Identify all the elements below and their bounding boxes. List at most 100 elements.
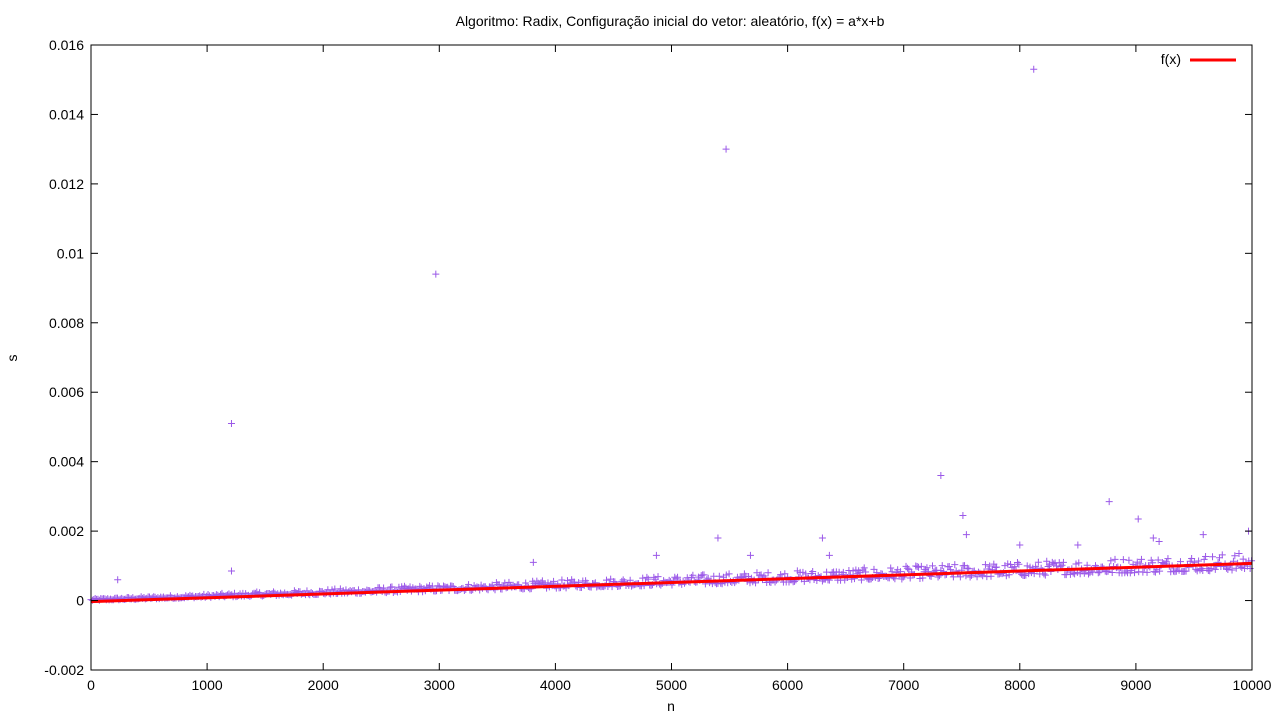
data-point	[1085, 570, 1093, 578]
data-point	[1016, 541, 1024, 549]
y-tick-label: 0	[76, 593, 84, 609]
data-point	[1195, 557, 1203, 565]
data-point	[1232, 564, 1240, 572]
data-point	[1075, 559, 1083, 567]
y-tick-label: 0.014	[49, 106, 84, 122]
data-point	[993, 563, 1001, 571]
y-tick-label: 0.008	[49, 315, 84, 331]
data-point	[1074, 541, 1082, 549]
data-point	[416, 582, 424, 590]
data-point	[963, 564, 971, 572]
x-tick-label: 0	[87, 677, 95, 693]
data-point	[1034, 558, 1042, 566]
data-point	[602, 576, 610, 584]
data-point	[432, 270, 440, 278]
legend-label: f(x)	[1161, 51, 1181, 67]
data-point	[987, 572, 995, 580]
data-point	[227, 567, 235, 575]
data-point	[746, 551, 754, 559]
data-point	[1143, 568, 1151, 576]
data-point	[981, 561, 989, 569]
fit-line	[90, 561, 1253, 604]
x-tick-label: 4000	[540, 677, 571, 693]
y-tick-label: -0.002	[44, 662, 84, 678]
data-point	[823, 568, 831, 576]
data-point	[1199, 531, 1207, 539]
data-point	[1218, 551, 1226, 559]
data-point	[1015, 560, 1023, 568]
data-point	[465, 581, 473, 589]
data-point	[777, 571, 785, 579]
data-point	[956, 573, 964, 581]
data-point	[855, 567, 863, 575]
data-point	[644, 575, 652, 583]
x-tick-label: 2000	[308, 677, 339, 693]
x-tick-label: 5000	[656, 677, 687, 693]
data-point	[1163, 558, 1171, 566]
data-point	[903, 564, 911, 572]
data-point	[1200, 555, 1208, 563]
data-point	[862, 568, 870, 576]
data-point	[1119, 556, 1127, 564]
data-point	[1134, 515, 1142, 523]
data-point	[1137, 555, 1145, 563]
data-point	[1188, 555, 1196, 563]
data-point	[966, 573, 974, 581]
data-point	[714, 534, 722, 542]
data-point	[1011, 563, 1019, 571]
data-point	[764, 569, 772, 577]
data-point	[1107, 557, 1115, 565]
data-point	[965, 565, 973, 573]
y-tick-label: 0.004	[49, 454, 84, 470]
y-axis-label: s	[4, 355, 20, 362]
data-point	[725, 570, 733, 578]
x-tick-label: 1000	[192, 677, 223, 693]
x-tick-label: 8000	[1004, 677, 1035, 693]
data-points	[87, 65, 1256, 604]
data-point	[652, 551, 660, 559]
data-point	[1030, 65, 1038, 73]
data-point	[400, 582, 408, 590]
data-point	[1111, 555, 1119, 563]
data-point	[114, 576, 122, 584]
data-point	[639, 574, 647, 582]
data-point	[917, 562, 925, 570]
chart-title: Algoritmo: Radix, Configuração inicial d…	[456, 13, 885, 29]
data-point	[654, 573, 662, 581]
data-point	[1176, 558, 1184, 566]
x-tick-label: 7000	[888, 677, 919, 693]
axis-ticks	[90, 44, 1253, 671]
data-point	[1059, 558, 1067, 566]
data-point	[1156, 567, 1164, 575]
data-point	[715, 572, 723, 580]
data-point	[1211, 565, 1219, 573]
data-point	[1105, 498, 1113, 506]
data-point	[1202, 553, 1210, 560]
data-point	[818, 534, 826, 542]
data-point	[505, 578, 513, 586]
data-point	[1209, 553, 1217, 561]
x-tick-label: 10000	[1233, 677, 1272, 693]
data-point	[1192, 565, 1200, 573]
data-point	[1164, 555, 1172, 563]
data-point	[951, 561, 959, 569]
data-point	[380, 584, 388, 592]
data-point	[1228, 566, 1236, 574]
legend: f(x)	[1161, 51, 1236, 67]
data-point	[522, 579, 530, 587]
y-tick-label: 0.01	[57, 245, 84, 261]
data-point	[825, 551, 833, 559]
fit-line-layer	[90, 561, 1253, 604]
data-point	[945, 563, 953, 571]
data-point	[501, 579, 509, 587]
y-tick-label: 0.006	[49, 384, 84, 400]
data-point	[1013, 559, 1021, 567]
x-axis-label: n	[667, 698, 675, 714]
data-point	[1131, 569, 1139, 577]
data-point	[1125, 556, 1133, 564]
data-point	[1224, 566, 1232, 574]
data-point	[550, 577, 558, 585]
data-point	[1155, 538, 1163, 546]
data-point	[722, 145, 730, 153]
y-tick-label: 0.016	[49, 37, 84, 53]
